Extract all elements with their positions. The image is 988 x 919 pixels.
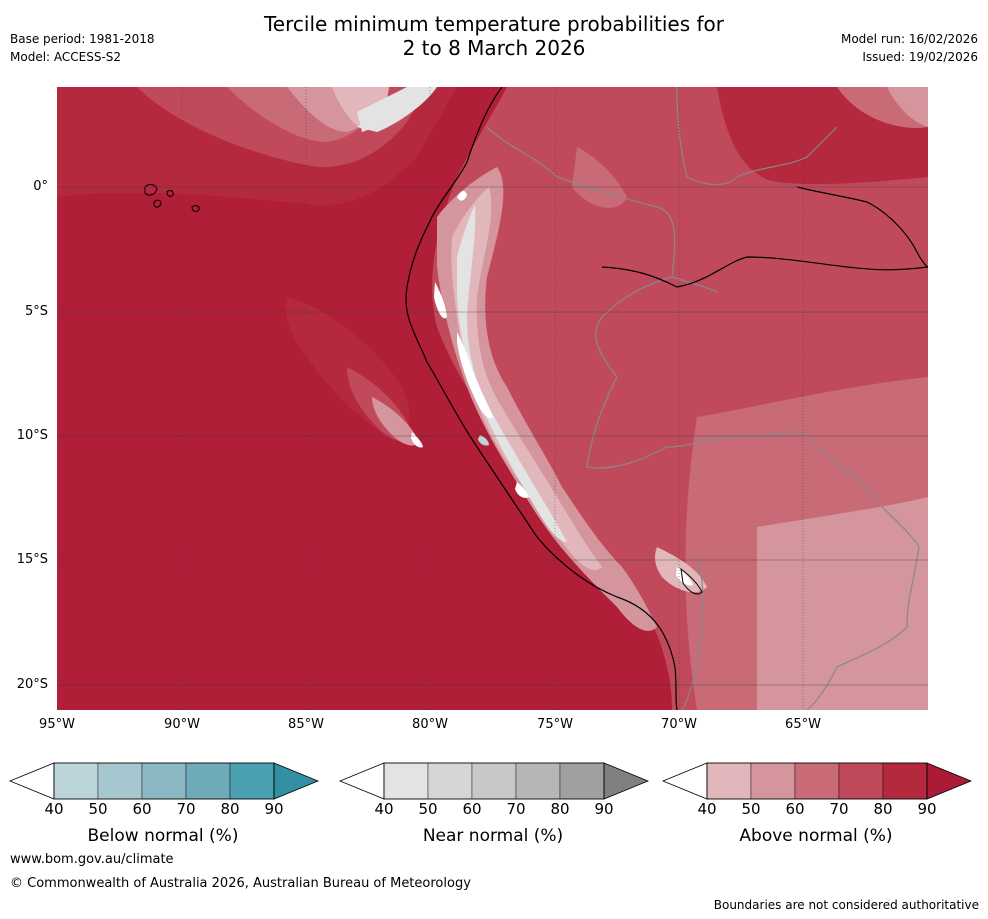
above-normal-colorbar: [661, 762, 973, 800]
colorbar-tick-label: 80: [550, 800, 570, 818]
map-title: Tercile minimum temperature probabilitie…: [0, 12, 988, 60]
galapagos-islands: [144, 184, 200, 212]
lat-label-20s: 20°S: [16, 677, 48, 692]
copyright-text: © Commonwealth of Australia 2026, Austra…: [10, 876, 471, 891]
colorbar-tick-label: 60: [132, 800, 152, 818]
issued-text: Issued: 19/02/2026: [862, 50, 978, 64]
meta-left: Base period: 1981-2018 Model: ACCESS-S2: [10, 30, 155, 66]
colorbar-tick-label: 60: [785, 800, 805, 818]
colorbar-segment: [706, 762, 752, 800]
colorbar-segment: [229, 762, 275, 800]
near-normal-title: Near normal (%): [422, 826, 564, 846]
near-normal-patch-north: [357, 87, 422, 132]
lon-label-85w: 85°W: [288, 717, 324, 732]
title-line-2: 2 to 8 March 2026: [402, 36, 586, 60]
colorbar-right-extension: [926, 762, 973, 800]
colorbar-segment: [838, 762, 884, 800]
amazon-river-coast: [796, 186, 928, 268]
lon-label-75w: 75°W: [537, 717, 573, 732]
colorbar-segment: [53, 762, 99, 800]
colorbar-segment: [141, 762, 187, 800]
amazon-river: [601, 256, 928, 288]
colorbar-tick-label: 50: [88, 800, 108, 818]
colorbar-left-extension: [338, 762, 385, 800]
lon-label-90w: 90°W: [164, 717, 200, 732]
lat-label-15s: 15°S: [16, 552, 48, 567]
lake-titicaca: [680, 567, 703, 595]
colorbar-tick-label: 70: [506, 800, 526, 818]
lon-label-80w: 80°W: [412, 717, 448, 732]
colorbar-segment: [97, 762, 143, 800]
below-normal-colorbar: [8, 762, 320, 800]
colorbar-right-extension: [603, 762, 650, 800]
colorbar-tick-label: 60: [462, 800, 482, 818]
lat-label-0: 0°: [33, 179, 48, 194]
colorbar-outline: [706, 762, 928, 800]
lat-label-10s: 10°S: [16, 428, 48, 443]
above-50-area-ocean: [372, 397, 419, 446]
white-patch-3: [515, 482, 529, 498]
white-patch-1: [434, 282, 447, 319]
above-40-area-andes: [451, 187, 602, 571]
white-patch-titicaca: [676, 567, 693, 586]
colorbar-tick-label: 70: [176, 800, 196, 818]
colorbar-segment: [559, 762, 605, 800]
above-50-area-southeast: [757, 497, 928, 710]
colorbar-tick-label: 70: [829, 800, 849, 818]
above-normal-title: Above normal (%): [739, 826, 893, 846]
disclaimer-text: Boundaries are not considered authoritat…: [713, 898, 979, 912]
colorbar-outline: [53, 762, 275, 800]
lon-label-95w: 95°W: [39, 717, 75, 732]
latitude-gridlines: [57, 186, 928, 686]
colorbar-tick-label: 40: [44, 800, 64, 818]
colorbar-segment: [515, 762, 561, 800]
colorbar-left-extension: [661, 762, 708, 800]
lon-label-70w: 70°W: [661, 717, 697, 732]
below-normal-patch: [478, 435, 489, 446]
colorbar-segment: [794, 762, 840, 800]
colorbar-outline: [383, 762, 605, 800]
colorbar-tick-label: 50: [741, 800, 761, 818]
colorbar-tick-label: 90: [264, 800, 284, 818]
colorbar-left-extension: [8, 762, 55, 800]
model-run-text: Model run: 16/02/2026: [840, 32, 978, 46]
below-normal-title: Below normal (%): [87, 826, 239, 846]
colorbar-tick-label: 40: [374, 800, 394, 818]
lat-label-5s: 5°S: [24, 304, 48, 319]
website-link[interactable]: www.bom.gov.au/climate: [10, 852, 174, 867]
country-borders: [486, 87, 920, 710]
colorbar-tick-label: 90: [594, 800, 614, 818]
colorbar-tick-label: 40: [697, 800, 717, 818]
near-normal-colorbar: [338, 762, 650, 800]
coastline: [405, 87, 678, 710]
colorbar-tick-label: 80: [220, 800, 240, 818]
legend-colorbars: [8, 762, 973, 800]
colorbar-tick-label: 90: [917, 800, 937, 818]
title-line-1: Tercile minimum temperature probabilitie…: [263, 12, 725, 36]
longitude-gridlines: [181, 87, 804, 710]
white-patch-2: [457, 332, 493, 419]
lon-label-65w: 65°W: [785, 717, 821, 732]
above-50-area-ne: [887, 87, 928, 127]
colorbar-tick-label: 80: [873, 800, 893, 818]
colorbar-segment: [882, 762, 928, 800]
colorbar-segment: [427, 762, 473, 800]
base-period-text: Base period: 1981-2018: [10, 32, 155, 46]
colorbar-segment: [471, 762, 517, 800]
colorbar-right-extension: [273, 762, 320, 800]
colorbar-segment: [750, 762, 796, 800]
white-patch-4: [457, 191, 467, 201]
colorbar-segment: [383, 762, 429, 800]
colorbar-segment: [185, 762, 231, 800]
meta-right: Model run: 16/02/2026 Issued: 19/02/2026: [841, 30, 978, 66]
above-60-area-colombia: [572, 147, 627, 208]
near-normal-area-andes: [457, 205, 567, 542]
probability-map: [57, 87, 928, 710]
colorbar-tick-label: 50: [418, 800, 438, 818]
model-text: Model: ACCESS-S2: [10, 50, 122, 64]
